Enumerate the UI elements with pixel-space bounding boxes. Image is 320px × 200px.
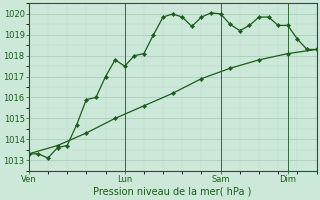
X-axis label: Pression niveau de la mer( hPa ): Pression niveau de la mer( hPa )	[93, 187, 252, 197]
